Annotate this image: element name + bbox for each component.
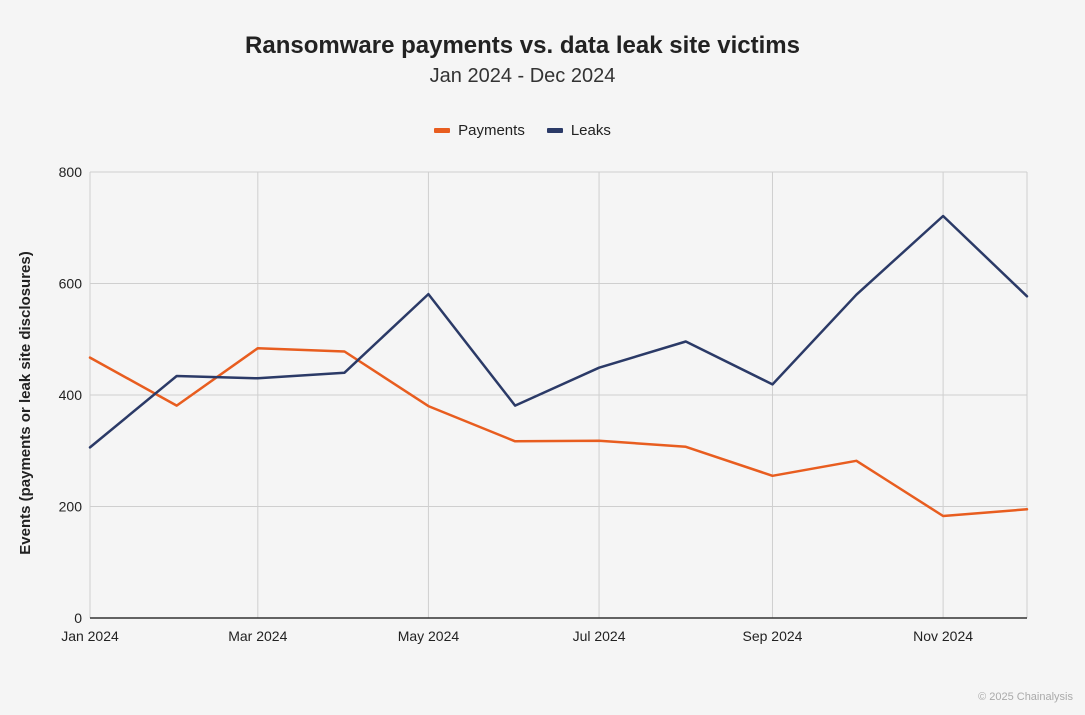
legend-label-payments: Payments [458, 122, 525, 139]
legend-label-leaks: Leaks [570, 122, 611, 139]
leaks-series-line [88, 214, 1029, 449]
y-tick-label: 200 [59, 499, 83, 515]
y-tick-label: 0 [74, 610, 82, 626]
x-tick-label: Jul 2024 [573, 628, 626, 644]
payments-series-line [88, 346, 1029, 518]
legend-swatch-payments [434, 128, 451, 133]
title-block: Ransomware payments vs. data leak site v… [0, 30, 1045, 90]
y-tick-label: 600 [59, 276, 83, 292]
legend-item-payments: Payments [434, 122, 525, 139]
legend-item-leaks: Leaks [546, 122, 611, 139]
x-tick-label: Nov 2024 [913, 628, 973, 644]
chart-legend: Payments Leaks [0, 122, 1045, 139]
x-tick-label: May 2024 [398, 628, 460, 644]
legend-swatch-leaks [546, 128, 563, 133]
x-tick-label: Mar 2024 [228, 628, 287, 644]
y-tick-label: 400 [59, 387, 83, 403]
x-tick-label: Jan 2024 [61, 628, 119, 644]
y-axis-label: Events (payments or leak site disclosure… [17, 251, 34, 554]
copyright-footer: © 2025 Chainalysis [978, 691, 1073, 703]
chart-title: Ransomware payments vs. data leak site v… [245, 32, 800, 59]
x-tick-label: Sep 2024 [742, 628, 802, 644]
chart-subtitle: Jan 2024 - Dec 2024 [429, 65, 616, 87]
y-tick-label: 800 [59, 164, 83, 180]
